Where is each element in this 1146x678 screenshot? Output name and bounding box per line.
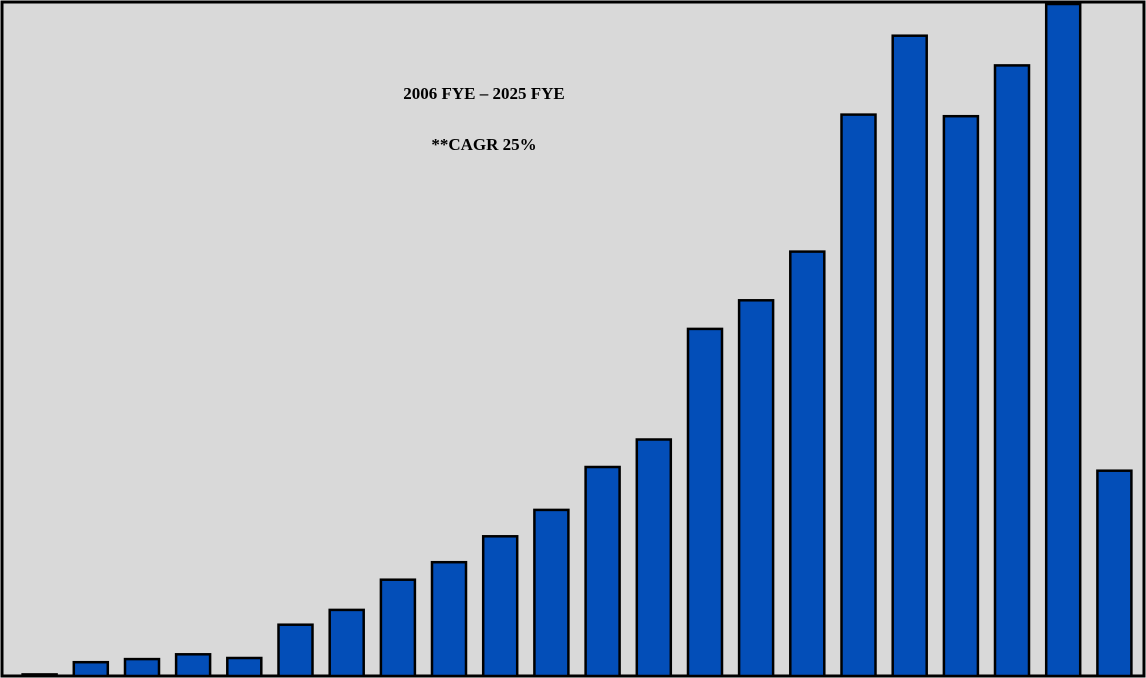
bar-6 xyxy=(277,623,314,678)
bar-22 xyxy=(1096,469,1133,678)
bar-16 xyxy=(789,250,826,678)
bar-19 xyxy=(942,114,980,678)
bar-4 xyxy=(174,653,212,678)
annotation-cagr: **CAGR 25% xyxy=(431,135,536,154)
bar-series xyxy=(21,2,1133,678)
bar-13 xyxy=(635,438,673,678)
bar-3 xyxy=(123,657,161,678)
bar-8 xyxy=(379,578,417,678)
bar-7 xyxy=(328,608,365,678)
bar-10 xyxy=(481,535,519,678)
bar-17 xyxy=(840,113,877,678)
annotation-date-range: 2006 FYE – 2025 FYE xyxy=(403,84,565,103)
bar-18 xyxy=(891,34,928,678)
bar-1 xyxy=(21,673,58,678)
bar-12 xyxy=(584,465,621,678)
bar-9 xyxy=(430,560,468,678)
bar-20 xyxy=(993,64,1031,678)
bar-14 xyxy=(686,327,724,678)
bar-5 xyxy=(226,656,263,678)
bar-21 xyxy=(1044,2,1082,678)
bar-11 xyxy=(533,508,570,678)
bar-15 xyxy=(737,299,775,678)
bar-2 xyxy=(72,660,110,678)
